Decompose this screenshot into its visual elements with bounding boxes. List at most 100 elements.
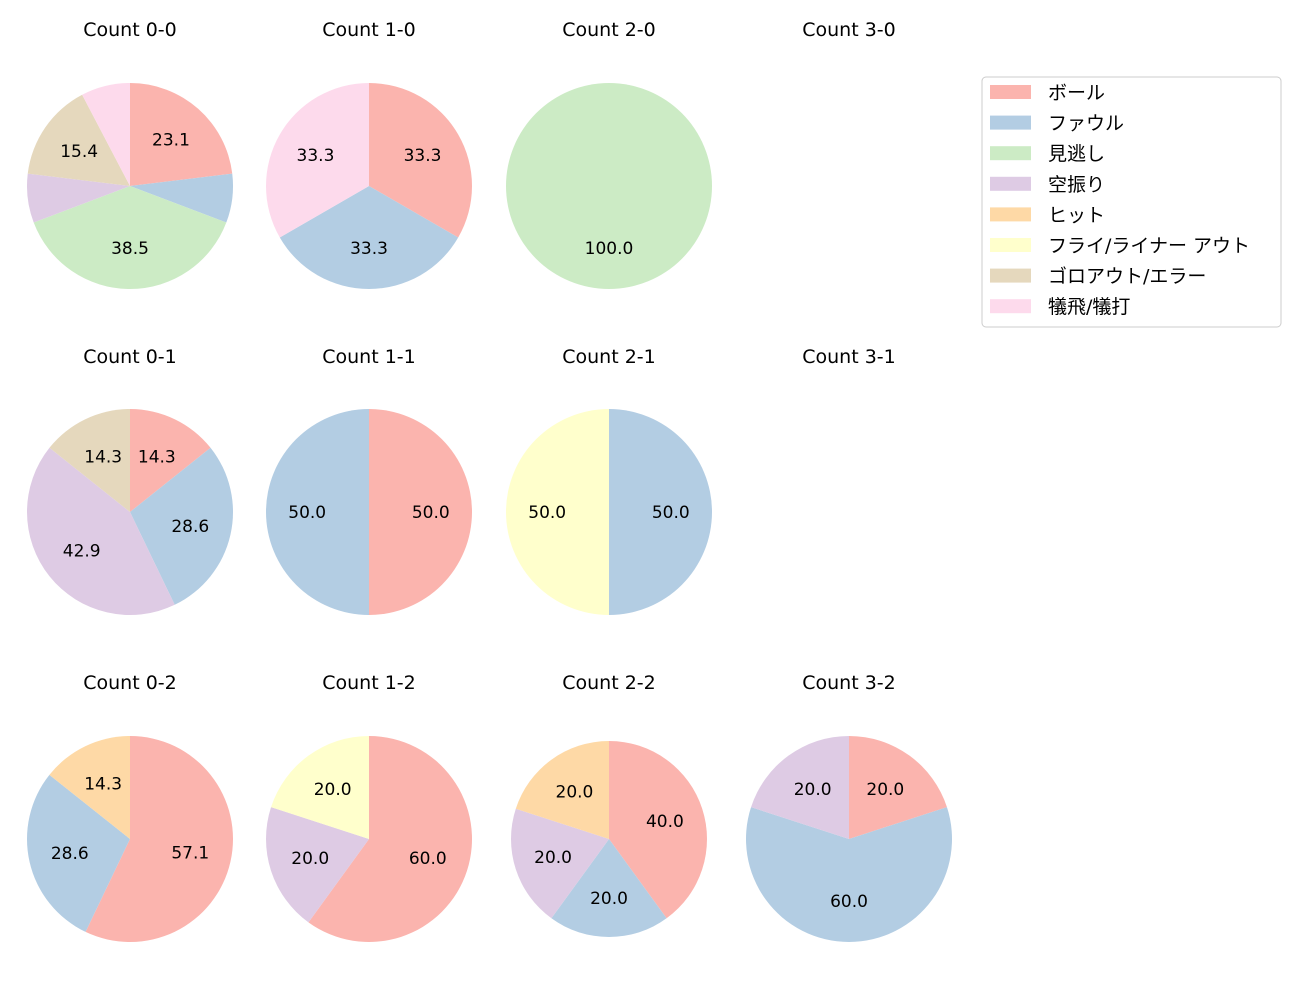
pie-slice-label: 57.1 [171, 844, 209, 864]
pie-slice [609, 741, 707, 919]
legend-item: ファウル [990, 113, 1124, 135]
legend-swatch [990, 207, 1031, 222]
pie-slice [266, 409, 369, 615]
pie-count-2-0: Count 2-0 100.0 [506, 19, 712, 289]
pie-slice-label: 20.0 [314, 780, 352, 800]
legend-swatch [990, 85, 1031, 99]
legend-item: ヒット [990, 204, 1105, 226]
pie-title: Count 0-0 [83, 19, 177, 41]
legend-item: ボール [990, 82, 1105, 104]
pie-slice [849, 736, 947, 839]
pie-slice [369, 83, 472, 238]
pie-slice-label: 23.1 [152, 131, 190, 151]
pie-slice [130, 409, 211, 512]
pie-title: Count 1-0 [322, 19, 416, 41]
pie-slice [551, 839, 667, 937]
pie-slice [27, 173, 131, 223]
legend-label: 見逃し [1048, 143, 1105, 165]
pie-title: Count 2-0 [562, 19, 656, 41]
pie-slice-label: 14.3 [138, 447, 176, 467]
pie-count-1-0: Count 1-0 33.3 33.3 33.3 [266, 19, 472, 289]
pie-title: Count 3-0 [802, 19, 896, 41]
pie-slice [271, 736, 369, 839]
pie-slice [130, 447, 234, 605]
pie-slice-label: 50.0 [652, 503, 690, 523]
legend-label: フライ/ライナー アウト [1048, 235, 1250, 257]
pie-slice-label: 50.0 [412, 503, 450, 523]
pie-count-1-2: Count 1-2 60.0 20.0 20.0 [266, 672, 473, 942]
pie-slice [130, 173, 233, 223]
legend-item: 空振り [990, 174, 1105, 196]
pie-slice [515, 741, 609, 839]
legend-label: 犠飛/犠打 [1048, 296, 1130, 318]
pie-slice [266, 83, 369, 238]
pie-title: Count 2-1 [562, 346, 656, 368]
pie-slice [308, 736, 473, 942]
pie-slice [33, 186, 227, 289]
legend-swatch [990, 115, 1031, 130]
pie-slice-label: 20.0 [866, 780, 904, 800]
pie-slice [27, 774, 130, 932]
pie-slice-label: 28.6 [171, 517, 209, 537]
legend-item: 犠飛/犠打 [990, 296, 1130, 318]
pie-title: Count 0-1 [83, 346, 177, 368]
pie-slice [369, 409, 472, 615]
pie-slice-label: 50.0 [288, 503, 326, 523]
pie-slice-label: 28.6 [51, 844, 89, 864]
legend-swatch [990, 146, 1031, 161]
legend-label: ファウル [1048, 113, 1124, 135]
pie-slice [506, 409, 609, 615]
pie-count-1-1: Count 1-1 50.0 50.0 [266, 346, 472, 615]
pie-title: Count 2-2 [562, 672, 656, 694]
legend-frame [981, 76, 1282, 328]
pie-slice [510, 808, 609, 919]
pie-slice-label: 33.3 [404, 146, 442, 166]
pie-slice-label: 38.5 [111, 239, 149, 259]
pie-count-3-1: Count 3-1 [802, 346, 896, 368]
pie-count-2-1: Count 2-1 50.0 50.0 [506, 346, 712, 615]
pie-slice-label: 14.3 [84, 774, 122, 794]
pie-slice-label: 20.0 [291, 849, 329, 869]
pie-slice-label: 15.4 [60, 142, 98, 162]
pie-slice-label: 20.0 [794, 780, 832, 800]
pie-slice-label: 20.0 [534, 848, 572, 868]
pie-slice-label: 20.0 [590, 889, 628, 909]
pie-title: Count 0-2 [83, 672, 177, 694]
pie-title: Count 1-1 [322, 346, 416, 368]
pie-slice-label: 100.0 [585, 239, 634, 259]
pie-slice-label: 33.3 [297, 146, 335, 166]
pie-count-0-1: Count 0-1 14.3 28.6 42.9 14.3 [26, 346, 234, 616]
pie-slice-label: 60.0 [409, 849, 447, 869]
legend-swatch [990, 268, 1031, 283]
pie-slice [751, 736, 849, 839]
pie-slice-label: 20.0 [556, 782, 594, 802]
pie-slice [26, 447, 175, 616]
pie-slice-label: 42.9 [63, 542, 101, 562]
pie-slice [130, 83, 233, 186]
pie-count-0-0: Count 0-0 23.1 38.5 15.4 [27, 19, 233, 289]
legend-label: ゴロアウト/エラー [1048, 266, 1206, 288]
pie-slice [609, 409, 712, 615]
pie-slice-label: 33.3 [350, 239, 388, 259]
pie-title: Count 3-1 [802, 346, 896, 368]
legend-swatch [990, 299, 1031, 314]
pie-slice-label: 40.0 [646, 812, 684, 832]
pie-slice [49, 409, 130, 512]
legend-label: ボール [1048, 82, 1105, 104]
legend-label: 空振り [1048, 174, 1105, 196]
pie-count-0-2: Count 0-2 57.1 28.6 14.3 [27, 672, 234, 942]
pie-slice [82, 83, 130, 186]
pie-count-2-2: Count 2-2 40.0 20.0 20.0 20.0 [510, 672, 707, 937]
pie-slice-label: 50.0 [528, 503, 566, 523]
pie-title: Count 1-2 [322, 672, 416, 694]
pie-slice [49, 736, 131, 839]
legend-swatch [990, 238, 1031, 252]
pie-slice [27, 94, 131, 186]
pie-slice [85, 736, 234, 942]
pie-slice [506, 83, 712, 289]
pie-slice [746, 807, 952, 943]
pie-title: Count 3-2 [802, 672, 896, 694]
pie-slice-label: 60.0 [830, 892, 868, 912]
